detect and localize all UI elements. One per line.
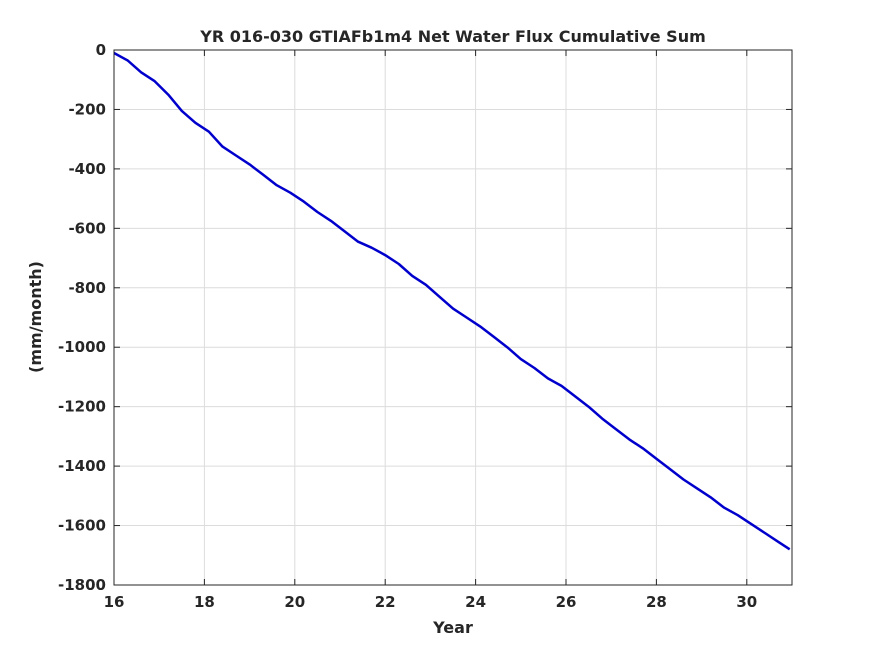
plot-frame bbox=[113, 49, 793, 586]
series-line bbox=[113, 51, 791, 551]
x-tick-label: 20 bbox=[284, 593, 305, 611]
x-tick-label: 18 bbox=[194, 593, 215, 611]
plot-area bbox=[114, 50, 792, 585]
y-tick-label: -1600 bbox=[58, 517, 106, 535]
x-tick-label: 30 bbox=[736, 593, 757, 611]
y-tick-label: -200 bbox=[68, 100, 106, 118]
y-tick-label: -1000 bbox=[58, 338, 106, 356]
x-tick-label: 28 bbox=[646, 593, 667, 611]
y-tick-label: 0 bbox=[96, 41, 106, 59]
x-tick-label: 22 bbox=[375, 593, 396, 611]
x-axis-label: Year bbox=[432, 618, 473, 637]
y-axis-label: (mm/month) bbox=[26, 261, 45, 373]
chart-title: YR 016-030 GTIAFb1m4 Net Water Flux Cumu… bbox=[199, 27, 706, 46]
x-tick-label: 26 bbox=[556, 593, 577, 611]
y-tick-label: -800 bbox=[68, 279, 106, 297]
y-tick-label: -600 bbox=[68, 219, 106, 237]
y-tick-label: -1400 bbox=[58, 457, 106, 475]
x-tick-label: 24 bbox=[465, 593, 486, 611]
ticks: 16 18 20 22 24 26 28 30 0 -200 -400 -600 -800 -1000 -1… bbox=[58, 41, 792, 611]
series-layer bbox=[113, 51, 791, 551]
y-tick-label: -1800 bbox=[58, 576, 106, 594]
y-tick-label: -400 bbox=[68, 160, 106, 178]
y-tick-label: -1200 bbox=[58, 398, 106, 416]
x-tick-label: 16 bbox=[104, 593, 125, 611]
